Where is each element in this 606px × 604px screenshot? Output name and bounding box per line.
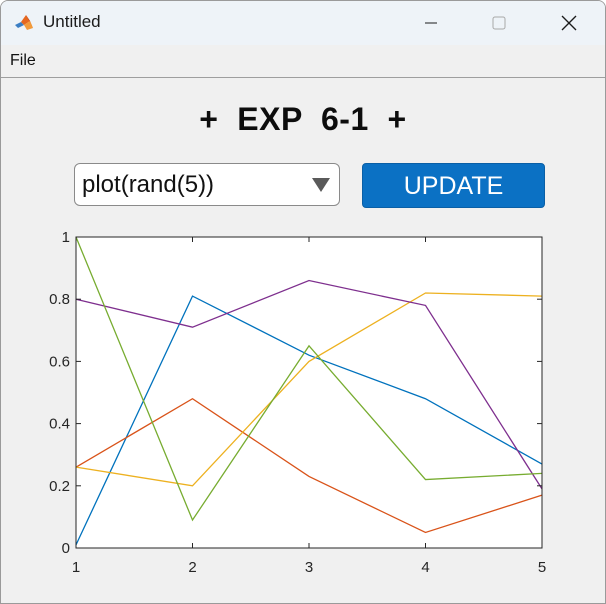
plot-axes[interactable]: 1 2 3 4 5 0 0.2 0.4 0.6 0.8 1 bbox=[1, 216, 605, 586]
line-chart: 1 2 3 4 5 0 0.2 0.4 0.6 0.8 1 bbox=[49, 229, 546, 576]
x-tick-label: 1 bbox=[72, 559, 80, 576]
caret-down-icon bbox=[311, 177, 331, 198]
plot-command-dropdown[interactable]: plot(rand(5)) bbox=[74, 163, 340, 206]
plot-background bbox=[76, 237, 542, 548]
y-tick-label: 0.8 bbox=[49, 291, 70, 308]
close-button[interactable] bbox=[535, 1, 603, 45]
maximize-button[interactable] bbox=[465, 1, 533, 45]
x-tick-label: 2 bbox=[188, 559, 196, 576]
menu-bar: File bbox=[1, 45, 605, 78]
page-title: + EXP 6-1 + bbox=[199, 101, 407, 137]
x-tick-label: 3 bbox=[305, 559, 313, 576]
series-line-4 bbox=[75, 279, 543, 490]
x-tick-label: 4 bbox=[421, 559, 429, 576]
y-tick-label: 1 bbox=[62, 229, 70, 246]
minimize-button[interactable] bbox=[397, 1, 465, 45]
update-button[interactable]: UPDATE bbox=[362, 163, 545, 208]
dropdown-value: plot(rand(5)) bbox=[82, 171, 215, 198]
close-icon bbox=[561, 15, 577, 31]
window-title: Untitled bbox=[43, 12, 101, 31]
matlab-logo-icon bbox=[14, 13, 34, 33]
series-line-1 bbox=[75, 295, 543, 546]
series-line-3 bbox=[75, 292, 543, 487]
y-tick-label: 0.4 bbox=[49, 416, 70, 433]
maximize-icon bbox=[492, 16, 506, 30]
menu-file[interactable]: File bbox=[10, 52, 36, 69]
y-tick-label: 0.6 bbox=[49, 353, 70, 370]
series-line-2 bbox=[75, 397, 543, 534]
minimize-icon bbox=[424, 16, 438, 30]
x-tick-label: 5 bbox=[538, 559, 546, 576]
y-tick-label: 0.2 bbox=[49, 478, 70, 495]
series-line-5 bbox=[75, 236, 543, 522]
y-tick-label: 0 bbox=[62, 540, 70, 557]
title-bar[interactable]: Untitled bbox=[1, 1, 605, 45]
